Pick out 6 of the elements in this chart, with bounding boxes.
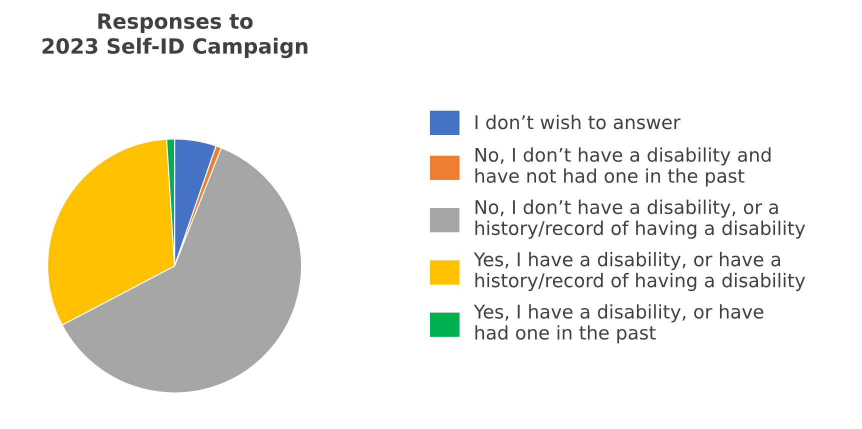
legend-label: I don’t wish to answer <box>476 114 680 130</box>
chart-title: Responses to 2023 Self-ID Campaign <box>42 14 308 58</box>
legend-label: No, I don’t have a disability and have not had one in the past <box>475 147 770 187</box>
legend-label: Yes, I have a disability, or have a history/record of having a disability <box>474 252 806 292</box>
legend-label: No, I don’t have a disability, or a history/record of having a disability <box>475 200 806 239</box>
legend-label: Yes, I have a disability, or have had one in the past <box>474 304 764 344</box>
